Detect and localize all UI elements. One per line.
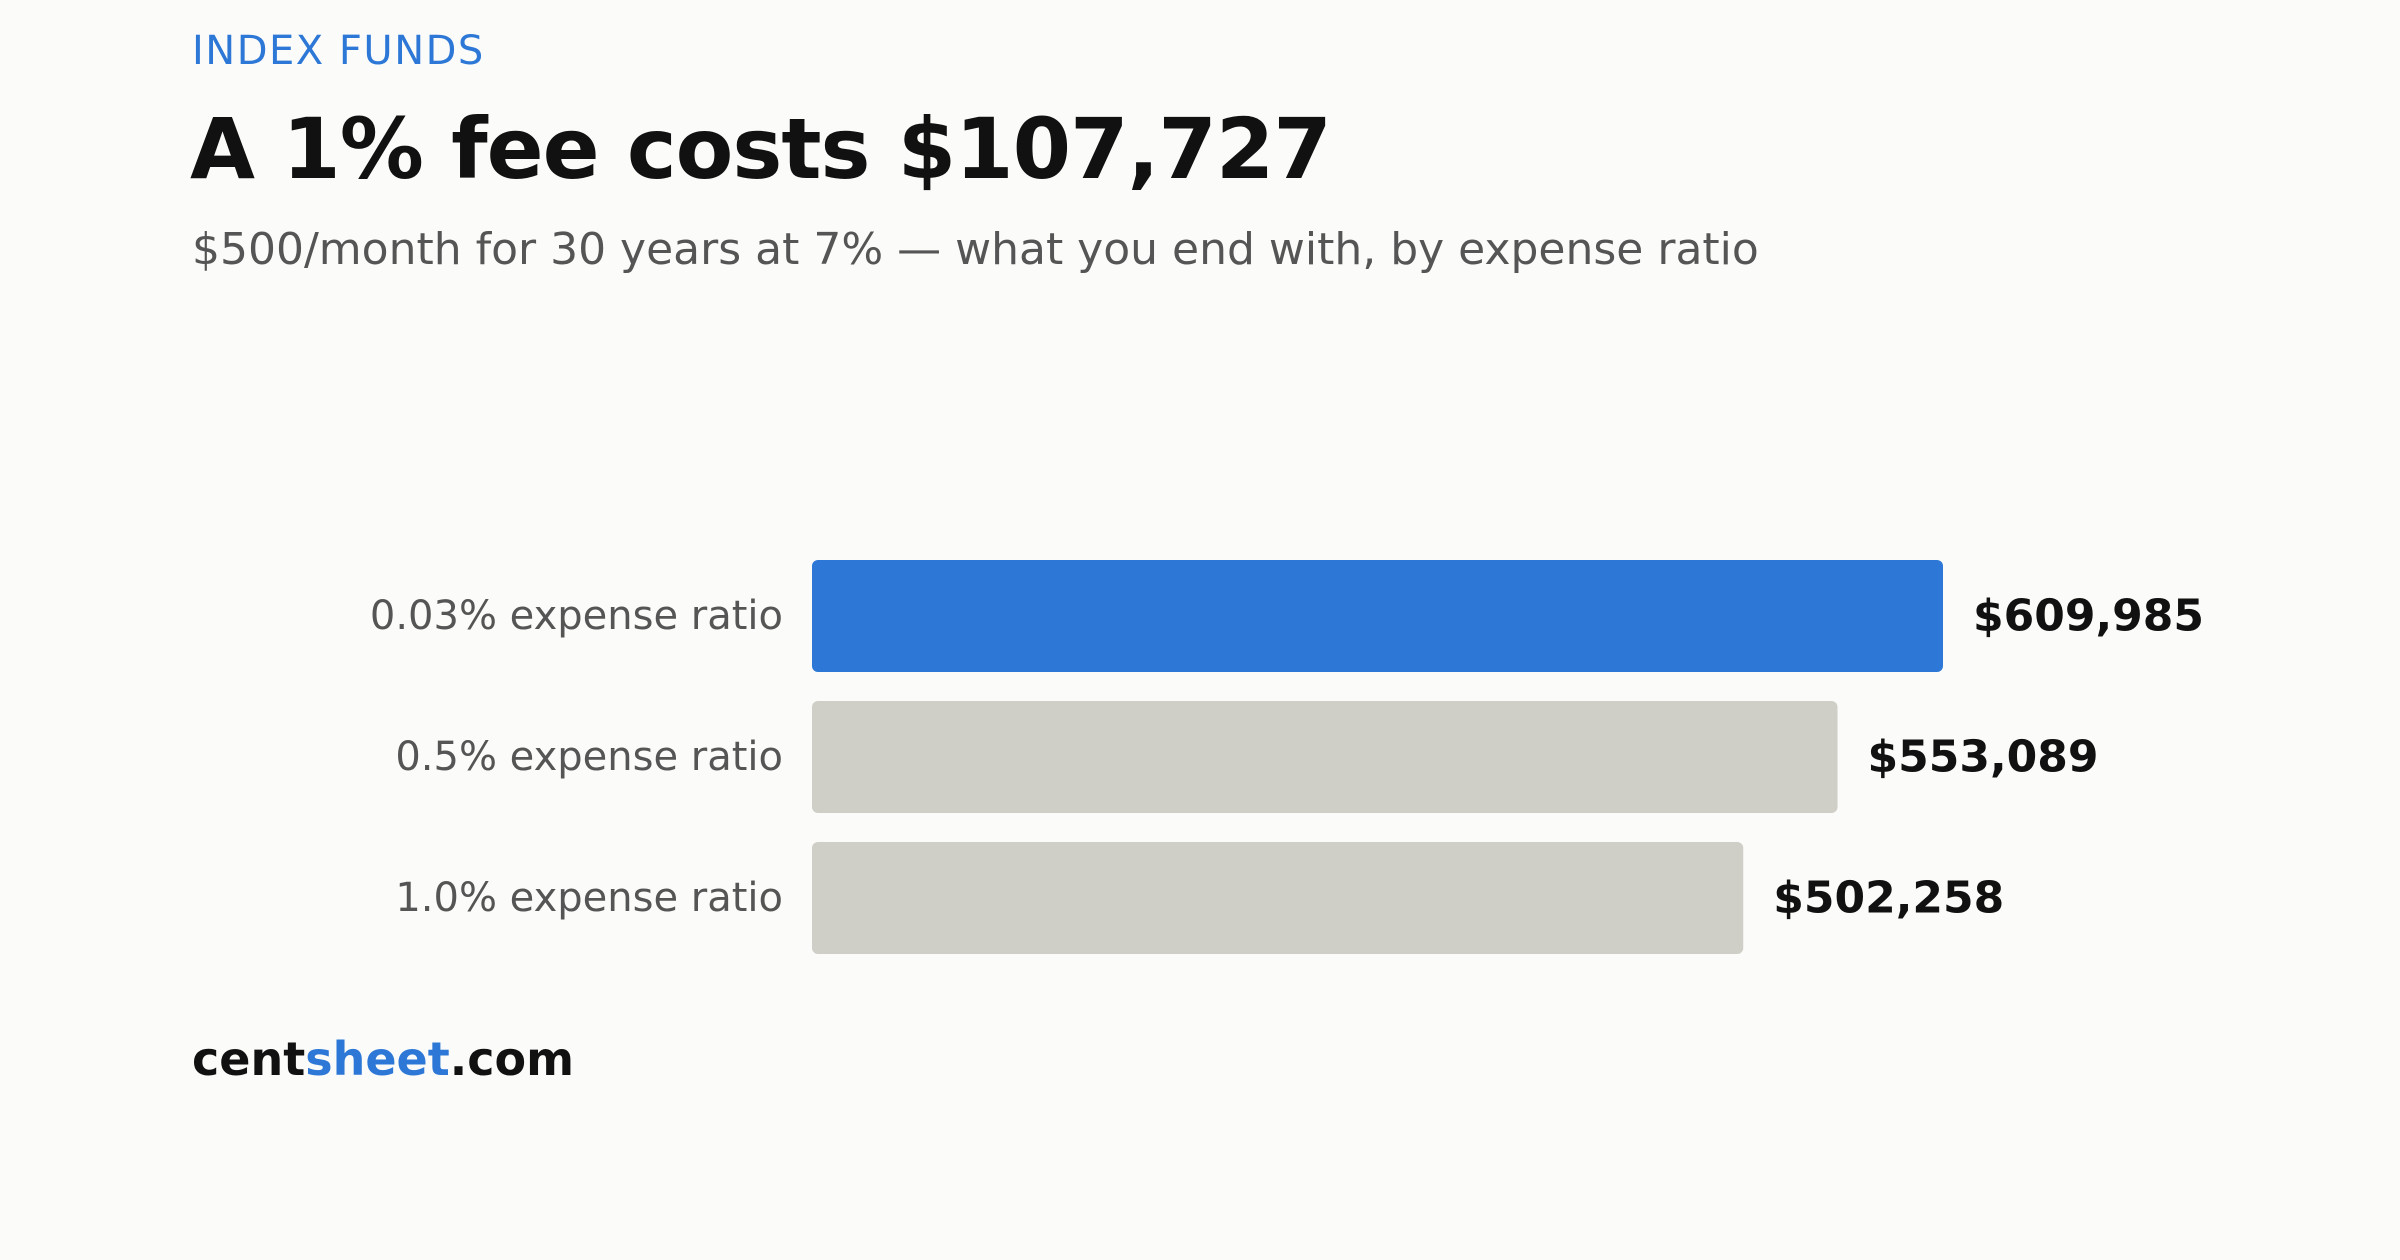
category-label-2: 1.0% expense ratio: [395, 875, 783, 921]
brand-text-sheet: sheet: [305, 1032, 450, 1086]
brand-text-cent: cent: [192, 1032, 306, 1086]
bar-2: [812, 842, 1744, 954]
value-label-0: $609,985: [1973, 591, 2204, 642]
chart-title: A 1% fee costs $107,727: [190, 100, 1332, 198]
brand-logo: centsheet.com: [192, 1032, 574, 1086]
category-label-0: 0.03% expense ratio: [370, 593, 783, 639]
value-label-2: $502,258: [1773, 873, 2004, 924]
value-label-1: $553,089: [1868, 732, 2099, 783]
category-label-1: 0.5% expense ratio: [395, 734, 783, 780]
chart-subtitle: $500/month for 30 years at 7% — what you…: [192, 224, 1759, 275]
bar-0: [812, 560, 1943, 672]
category-kicker: INDEX FUNDS: [192, 28, 485, 74]
bar-1: [812, 701, 1838, 813]
brand-text-domain: .com: [449, 1032, 574, 1086]
